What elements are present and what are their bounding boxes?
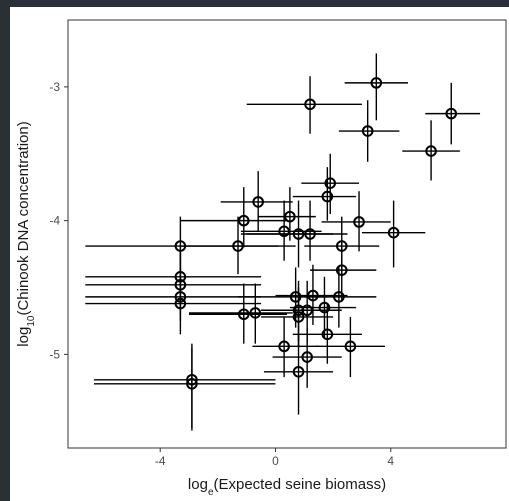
data-point-marker (284, 210, 296, 223)
data-point-marker (186, 378, 198, 390)
data-point-marker (174, 291, 187, 303)
data-point-marker (304, 228, 316, 240)
data-point-marker (249, 307, 262, 319)
data-point-marker (321, 190, 334, 203)
data-point-marker (344, 340, 357, 353)
data-point-marker (353, 216, 365, 228)
data-point-marker (237, 308, 250, 321)
data-point-marker (301, 351, 313, 363)
data-point-marker (335, 240, 348, 252)
data-point-marker (186, 373, 198, 386)
data-point-marker (252, 196, 264, 208)
data-point-marker (445, 107, 458, 120)
y-tick-label: -5 (49, 347, 60, 361)
data-point-marker (174, 271, 187, 283)
data-point-marker (333, 291, 345, 303)
data-point-marker (232, 240, 244, 252)
data-point-marker (174, 297, 187, 310)
data-points (174, 77, 458, 390)
data-point-marker (304, 98, 316, 111)
data-point-marker (292, 311, 305, 323)
y-tick-label: -3 (49, 80, 60, 94)
data-point-marker (318, 301, 331, 314)
x-tick-label: 4 (387, 454, 394, 468)
data-point-marker (278, 340, 290, 353)
data-point-marker (387, 226, 400, 239)
data-point-marker (237, 214, 250, 227)
scatter-chart: -4 0 4-5-4-3 loge(Expected seine biomass) … (15, 19, 507, 498)
data-point-marker (292, 228, 305, 240)
data-point-marker (301, 304, 313, 317)
data-point-marker (321, 328, 334, 341)
data-point-marker (292, 365, 305, 378)
x-tick-label: 0 (272, 454, 279, 468)
x-axis-title: loge(Expected seine biomass) (188, 476, 386, 498)
plot-frame: -4 0 4 -5 -4 -3 loge(Expected seine biomass) … (10, 7, 509, 501)
data-point-marker (174, 279, 187, 291)
y-tick-label: -4 (49, 214, 60, 228)
x-tick-label: -4 (155, 454, 166, 468)
axes: -4 0 4 -5 -4 -3 (49, 80, 394, 468)
data-point-marker (278, 225, 290, 238)
data-point-marker (425, 145, 437, 157)
data-point-marker (289, 291, 302, 303)
data-point-marker (361, 125, 374, 137)
data-point-marker (324, 177, 337, 189)
data-point-marker (174, 240, 187, 252)
data-point-marker (307, 289, 319, 302)
data-point-marker (370, 77, 383, 89)
y-axis-title: log10(Chinook DNA concentration) (15, 121, 37, 346)
data-point-marker (335, 264, 348, 276)
